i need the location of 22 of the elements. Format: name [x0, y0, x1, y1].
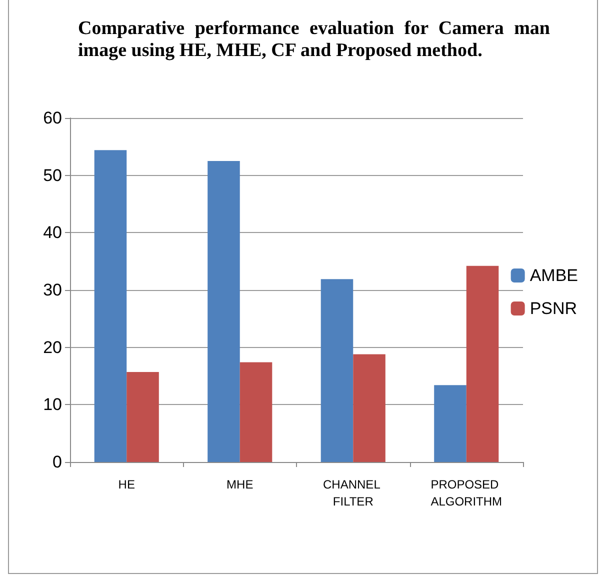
y-tick-label: 60 [43, 108, 62, 128]
y-tick-label: 0 [52, 452, 62, 472]
y-tick-label: 40 [43, 223, 62, 242]
legend-label: PSNR [530, 299, 578, 318]
x-tick-label: MHE [226, 478, 254, 492]
x-tick-label: PROPOSED ALGORITHM [430, 478, 502, 508]
x-tick-label: HE [118, 478, 135, 492]
bar [94, 150, 127, 462]
bar [434, 385, 466, 462]
y-tick-label: 10 [43, 395, 62, 414]
y-tick-label: 50 [43, 166, 62, 185]
x-tick-label: CHANNEL FILTER [323, 478, 384, 508]
bar [126, 372, 159, 462]
bar [240, 362, 272, 462]
bar [466, 266, 499, 462]
chart-title: Comparative performance evaluation for Camera man image using HE, MHE, CF and Proposed method. [78, 18, 550, 62]
legend-label: AMBE [530, 266, 578, 285]
y-tick-label: 30 [43, 280, 62, 300]
bar [353, 354, 386, 462]
bar [208, 161, 240, 462]
bar [320, 279, 354, 462]
y-tick-label: 20 [43, 338, 62, 357]
